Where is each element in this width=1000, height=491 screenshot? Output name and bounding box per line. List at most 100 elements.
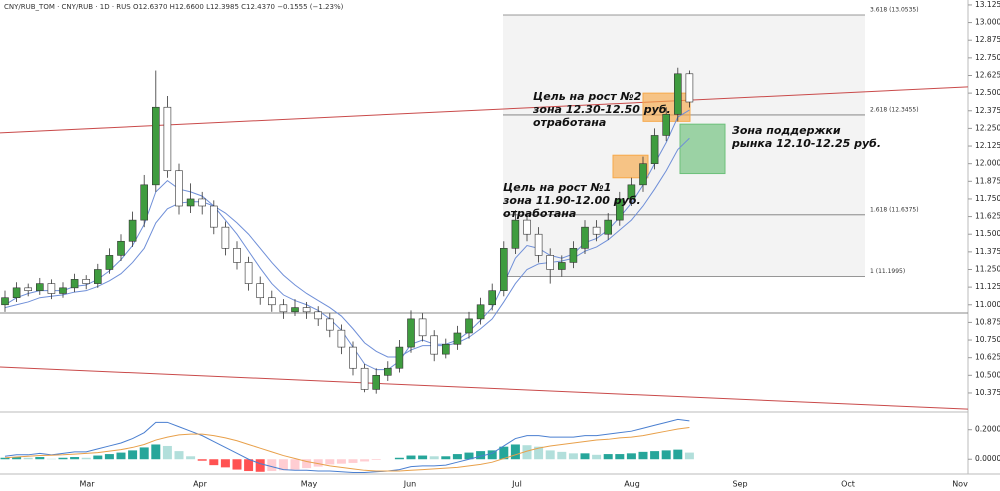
price-tick-label: 13.1250 bbox=[975, 0, 1000, 9]
macd-hist-bar bbox=[302, 459, 312, 469]
candle-body bbox=[592, 226, 601, 235]
candle-body bbox=[685, 73, 694, 103]
macd-hist-bar bbox=[35, 457, 45, 460]
macd-hist-bar bbox=[394, 457, 404, 460]
macd-tick-label: 0.2000 bbox=[975, 425, 1000, 434]
macd-hist-bar bbox=[406, 455, 416, 460]
macd-hist-bar bbox=[151, 444, 161, 460]
macd-hist-bar bbox=[104, 454, 114, 460]
month-label: Oct bbox=[841, 480, 855, 489]
candle-body bbox=[47, 283, 56, 294]
price-tick-label: 10.7500 bbox=[975, 335, 1000, 344]
chart-title: CNY/RUB_TOM · CNY/RUB · 1D · RUS O12.637… bbox=[4, 3, 344, 11]
annotation: отработана bbox=[503, 207, 576, 220]
macd-hist-bar bbox=[174, 451, 184, 460]
macd-hist-bar bbox=[534, 446, 544, 460]
macd-hist-bar bbox=[232, 459, 242, 470]
candle-body bbox=[70, 279, 79, 289]
signal-line bbox=[4, 427, 690, 472]
macd-hist-bar bbox=[290, 459, 300, 470]
price-tick-label: 12.7500 bbox=[975, 53, 1000, 62]
candle-body bbox=[615, 198, 624, 221]
annotation: Цель на рост №2 bbox=[533, 90, 642, 103]
macd-hist-bar bbox=[661, 450, 671, 460]
fib-label: 2.618 (12.3455) bbox=[870, 106, 919, 113]
annotation: зона 12.30-12.50 руб. bbox=[532, 103, 671, 116]
candle-body bbox=[349, 346, 357, 369]
candle-body bbox=[35, 283, 44, 291]
candle-body bbox=[314, 311, 323, 320]
macd-line bbox=[4, 418, 690, 474]
macd-hist-bar bbox=[209, 459, 219, 466]
candle-body bbox=[175, 170, 183, 207]
macd-hist-bar bbox=[220, 459, 230, 468]
macd-hist-bar bbox=[313, 459, 323, 467]
candle-body bbox=[372, 375, 381, 390]
price-tick-label: 11.8750 bbox=[975, 176, 1000, 185]
macd-hist-bar bbox=[418, 455, 428, 460]
macd-hist-bar bbox=[70, 457, 80, 460]
candle-body bbox=[244, 262, 253, 284]
candle-body bbox=[395, 346, 404, 369]
price-tick-label: 12.1250 bbox=[975, 141, 1000, 150]
macd-hist-bar bbox=[476, 451, 486, 460]
annotation: Зона поддержки bbox=[732, 124, 841, 137]
macd-hist-bar bbox=[510, 444, 520, 460]
macd-hist-bar bbox=[12, 457, 22, 460]
candle-body bbox=[569, 248, 578, 263]
price-tick-label: 12.8750 bbox=[975, 35, 1000, 44]
month-label: Apr bbox=[193, 480, 208, 489]
candle-body bbox=[59, 287, 67, 294]
price-tick-label: 13.0000 bbox=[975, 18, 1000, 27]
candle-body bbox=[302, 307, 311, 313]
macd-hist-bar bbox=[348, 459, 358, 463]
macd-hist-bar bbox=[441, 456, 451, 460]
macd-hist-bar bbox=[650, 451, 660, 460]
macd-hist-bar bbox=[267, 459, 277, 472]
month-label: May bbox=[301, 480, 318, 489]
price-tick-label: 11.2500 bbox=[975, 264, 1000, 273]
candle-body bbox=[186, 198, 195, 207]
candle-body bbox=[511, 219, 520, 249]
macd-hist-bar bbox=[162, 445, 172, 460]
price-tick-label: 12.2500 bbox=[975, 123, 1000, 132]
candle-body bbox=[360, 367, 369, 390]
candle-body bbox=[291, 307, 299, 313]
candle-body bbox=[221, 226, 230, 249]
macd-hist-bar bbox=[684, 452, 694, 460]
month-label: Mar bbox=[79, 480, 95, 489]
candle-body bbox=[325, 318, 334, 331]
candle-body bbox=[1, 297, 9, 306]
macd-hist-bar bbox=[336, 459, 346, 464]
trendline bbox=[0, 86, 969, 134]
macd-hist-bar bbox=[93, 455, 103, 460]
candle-body bbox=[24, 287, 33, 291]
month-label: Aug bbox=[624, 480, 640, 489]
macd-hist-bar bbox=[371, 459, 381, 460]
macd-hist-bar bbox=[638, 451, 648, 460]
price-tick-label: 11.5000 bbox=[975, 229, 1000, 238]
candle-body bbox=[105, 255, 114, 270]
price-tick-label: 12.6250 bbox=[975, 70, 1000, 79]
candle-body bbox=[198, 198, 206, 207]
macd-tick-label: 0.0000 bbox=[975, 454, 1000, 463]
price-tick-label: 11.7500 bbox=[975, 194, 1000, 203]
month-label: Sep bbox=[732, 480, 747, 489]
macd-hist-bar bbox=[615, 454, 625, 460]
price-tick-label: 12.0000 bbox=[975, 159, 1000, 168]
candle-body bbox=[453, 332, 462, 345]
macd-hist-bar bbox=[360, 459, 370, 462]
fib-label: 1.618 (11.6375) bbox=[870, 206, 919, 213]
candle-body bbox=[117, 240, 125, 256]
macd-hist-bar bbox=[255, 459, 265, 472]
macd-hist-bar bbox=[568, 453, 578, 460]
macd-hist-bar bbox=[592, 454, 602, 460]
macd-hist-bar bbox=[557, 451, 567, 460]
month-label: Jun bbox=[403, 480, 417, 489]
candle-body bbox=[476, 304, 485, 320]
macd-hist-bar bbox=[325, 459, 335, 465]
